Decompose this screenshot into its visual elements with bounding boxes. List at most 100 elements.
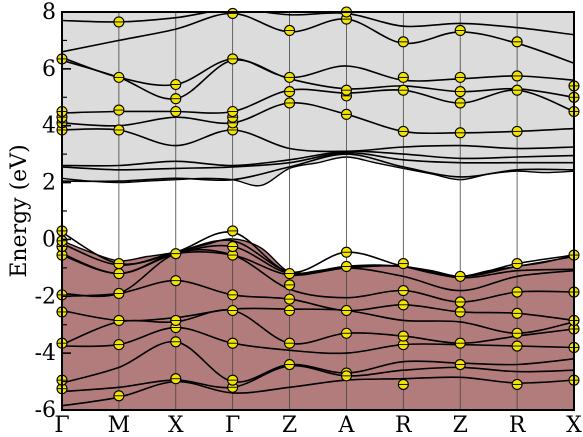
x-tick-label: Z xyxy=(453,413,468,437)
band-point xyxy=(113,16,125,28)
band-point xyxy=(511,36,523,48)
band-line xyxy=(62,244,574,279)
band-point xyxy=(397,258,409,270)
x-tick-label: Γ xyxy=(225,413,240,437)
band-line xyxy=(62,376,574,407)
band-point xyxy=(113,104,125,116)
band-point xyxy=(511,286,523,298)
band-line xyxy=(62,12,574,36)
data-points xyxy=(56,6,580,402)
band-point xyxy=(284,86,296,98)
band-point xyxy=(170,275,182,287)
y-tick-label: -6 xyxy=(35,398,56,423)
band-line xyxy=(62,56,574,87)
band-point xyxy=(284,293,296,305)
band-point xyxy=(511,258,523,270)
band-line xyxy=(62,326,574,355)
band-point xyxy=(284,267,296,280)
band-point xyxy=(454,337,466,349)
band-point xyxy=(454,127,466,139)
band-point xyxy=(454,71,466,83)
band-point xyxy=(113,71,125,83)
band-point xyxy=(284,71,296,83)
band-point xyxy=(454,86,466,98)
band-point xyxy=(340,108,352,120)
band-point xyxy=(113,314,125,327)
band-point xyxy=(454,24,466,37)
band-point xyxy=(397,299,409,311)
band-point xyxy=(227,53,239,65)
band-point xyxy=(340,84,352,96)
band-point xyxy=(340,260,352,272)
x-tick-label: Z xyxy=(282,413,297,437)
band-line xyxy=(62,88,574,114)
band-line xyxy=(62,59,574,100)
band-point xyxy=(284,358,296,371)
band-point xyxy=(170,248,182,260)
x-tick-label: M xyxy=(108,413,131,437)
band-point xyxy=(511,84,523,96)
band-point xyxy=(284,24,296,37)
band-line xyxy=(62,12,574,64)
band-point xyxy=(454,296,466,308)
band-point xyxy=(397,125,409,137)
band-line xyxy=(62,340,574,384)
band-point xyxy=(454,358,466,371)
band-line xyxy=(62,153,574,183)
band-point xyxy=(397,36,409,48)
band-line xyxy=(62,364,574,393)
y-tick-label: -4 xyxy=(35,341,56,366)
band-point xyxy=(397,330,409,342)
y-axis-label: Energy (eV) xyxy=(7,144,32,277)
band-point xyxy=(284,279,296,291)
band-point xyxy=(113,267,125,280)
band-point xyxy=(113,390,125,402)
band-point xyxy=(170,373,182,385)
y-axis-ticks: -6 -4 -2 0 2 4 6 8 xyxy=(35,0,71,423)
band-point xyxy=(170,78,182,91)
y-tick-label: 4 xyxy=(42,114,56,139)
band-point xyxy=(511,70,523,82)
band-point xyxy=(113,258,125,270)
band-point xyxy=(170,93,182,105)
x-tick-label: R xyxy=(509,413,527,437)
y-tick-label: 6 xyxy=(42,57,56,82)
band-point xyxy=(113,287,125,299)
band-line xyxy=(62,248,574,303)
band-line xyxy=(62,309,574,346)
band-point xyxy=(511,340,523,352)
band-point xyxy=(113,124,125,136)
band-line xyxy=(62,128,574,153)
band-point xyxy=(397,378,409,390)
band-lines xyxy=(62,12,574,407)
band-point xyxy=(227,7,239,19)
band-point xyxy=(340,304,352,317)
y-tick-label: 8 xyxy=(42,0,56,25)
band-line xyxy=(62,102,574,135)
band-point xyxy=(170,105,182,118)
band-point xyxy=(397,84,409,96)
band-line xyxy=(62,279,574,322)
band-line xyxy=(62,307,574,335)
band-point xyxy=(170,314,182,327)
band-point xyxy=(511,307,523,319)
band-point xyxy=(113,339,125,351)
x-tick-label: R xyxy=(395,413,413,437)
x-tick-label: A xyxy=(337,413,355,437)
band-point xyxy=(397,339,409,351)
y-tick-label: 0 xyxy=(42,227,56,252)
band-line xyxy=(62,231,574,278)
band-point xyxy=(284,304,296,317)
y-tick-label: -2 xyxy=(35,284,56,309)
band-point xyxy=(227,289,239,301)
band-point xyxy=(227,304,239,317)
band-point xyxy=(227,374,239,386)
band-point xyxy=(511,327,523,339)
band-point xyxy=(227,240,239,253)
band-point xyxy=(397,71,409,83)
x-tick-label: X xyxy=(566,413,582,437)
band-point xyxy=(170,336,182,348)
x-tick-label: Γ xyxy=(54,413,69,437)
